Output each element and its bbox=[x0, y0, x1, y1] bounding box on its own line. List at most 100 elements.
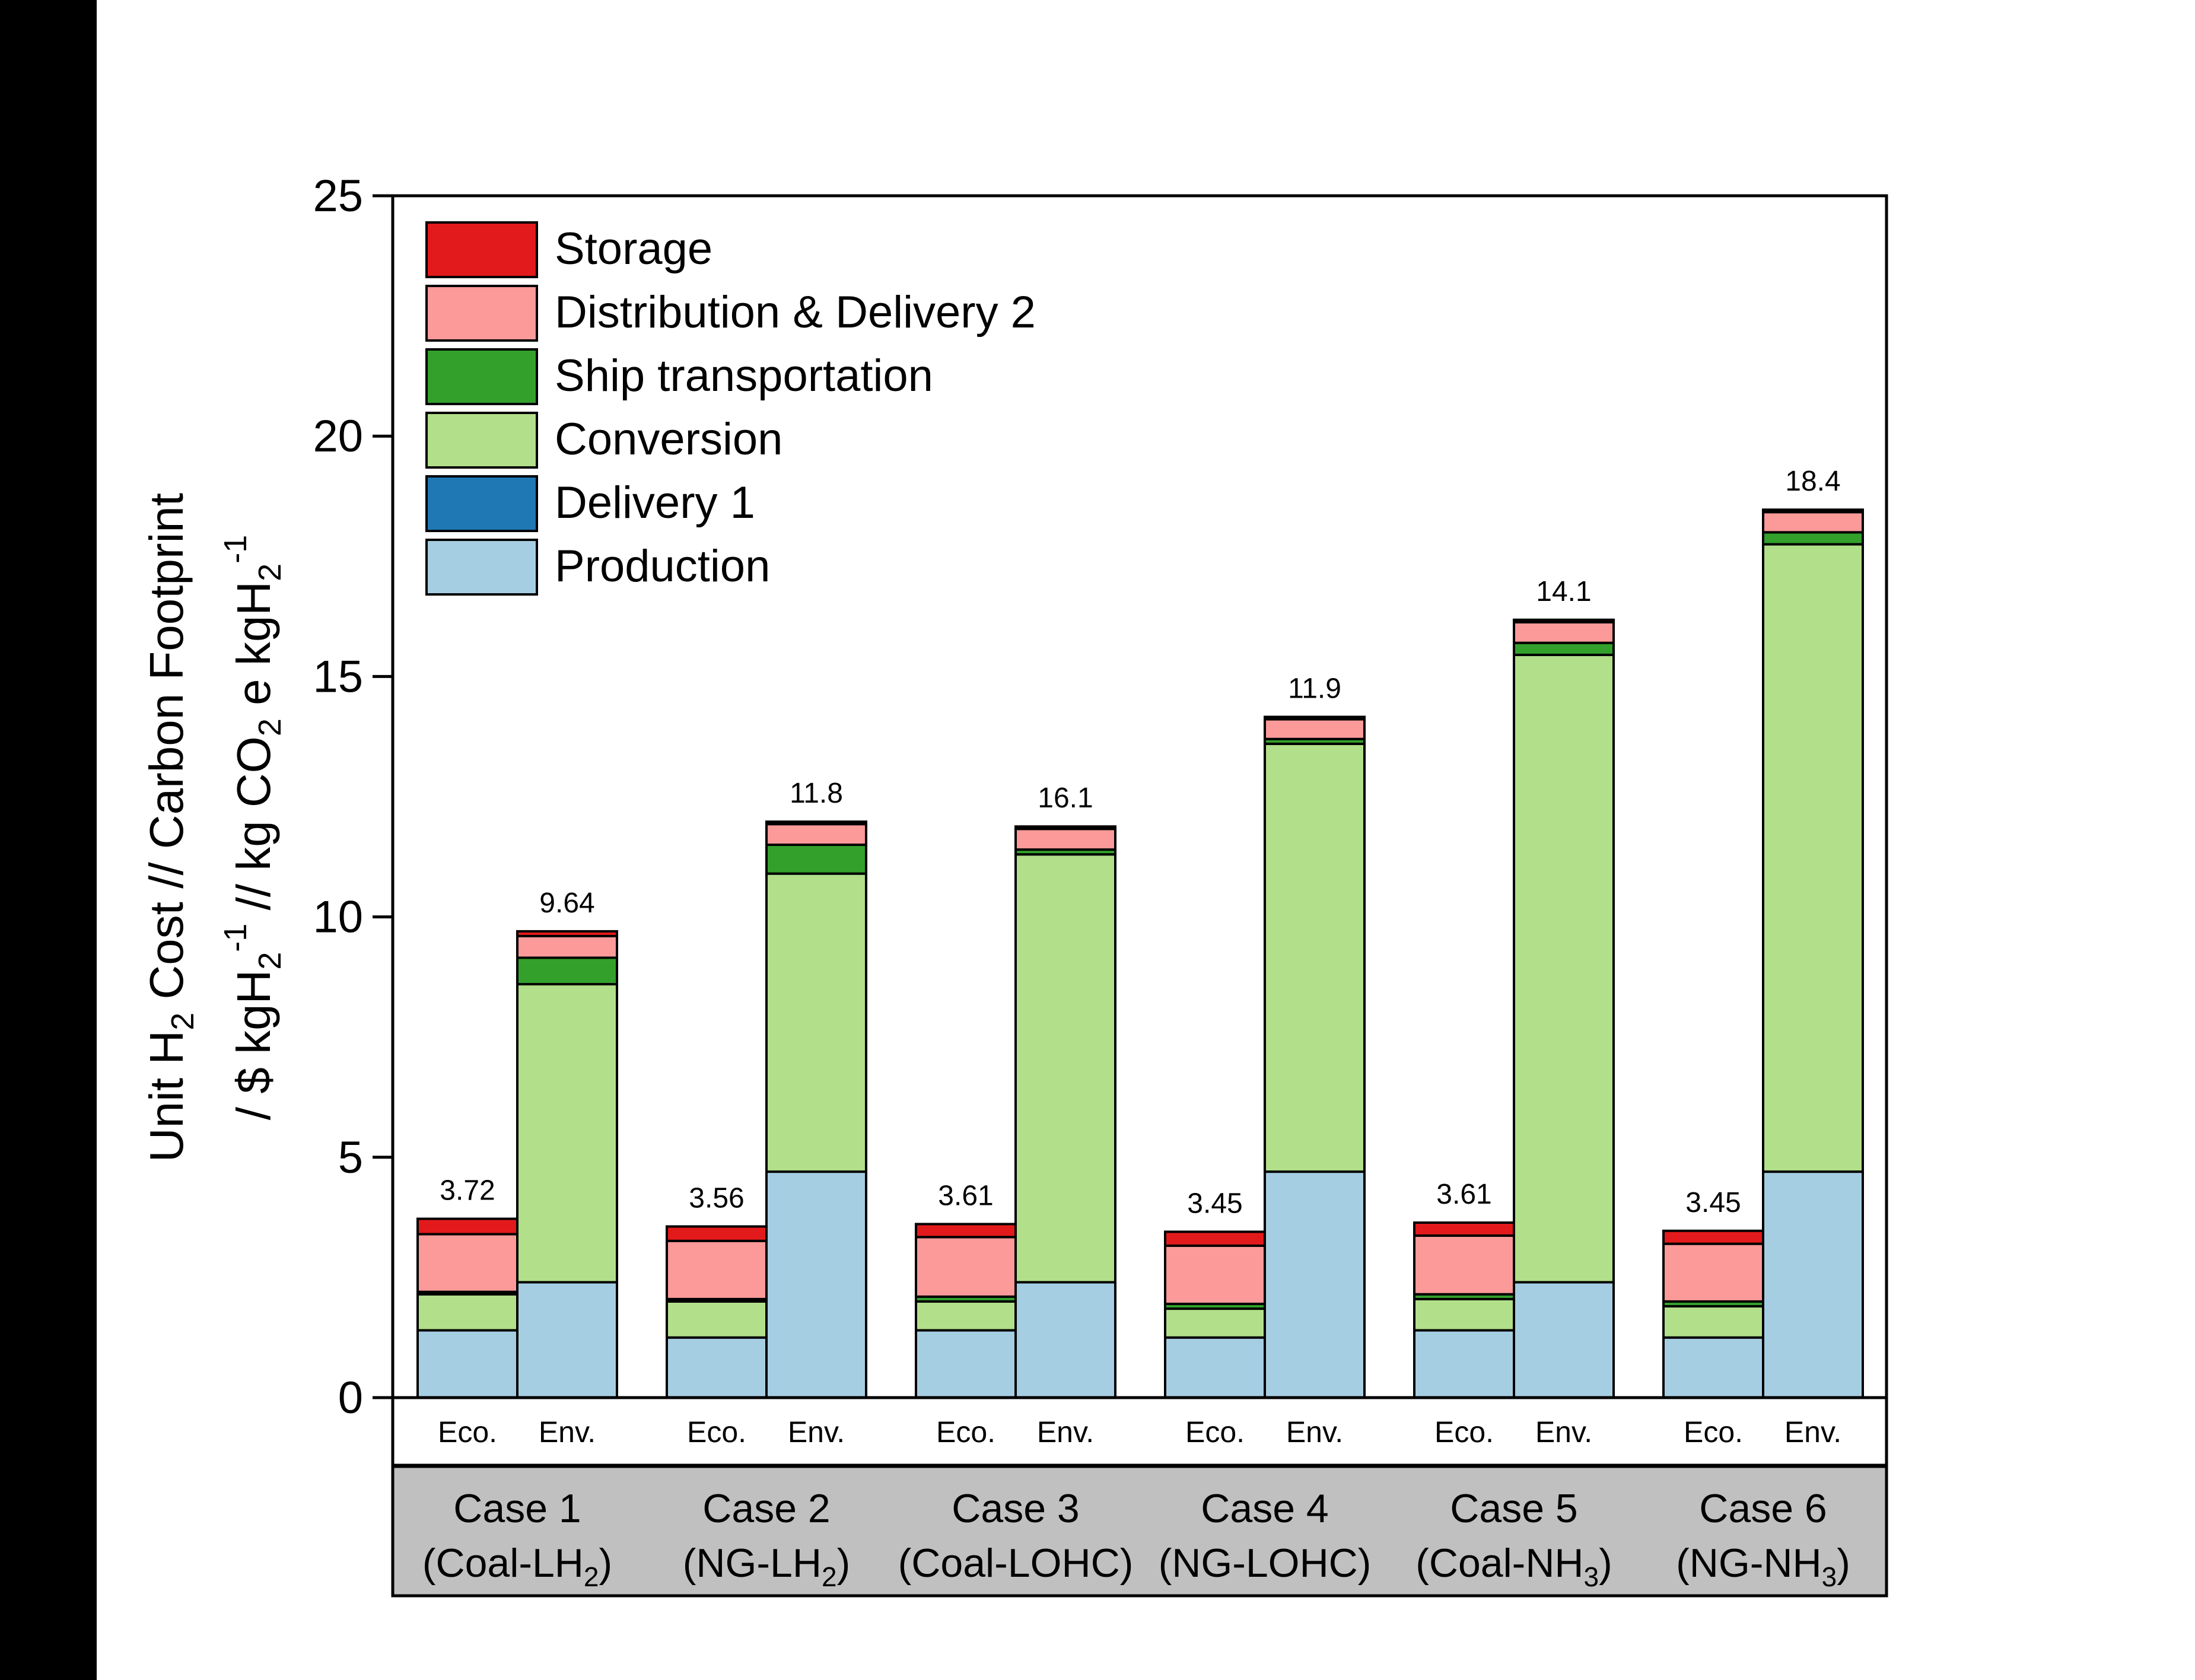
bar-segment-ship-transportation bbox=[516, 956, 618, 986]
bar-segment-storage bbox=[1164, 1230, 1266, 1247]
bar-total-label: 11.8 bbox=[790, 778, 843, 809]
bar-segment-distribution-delivery-2 bbox=[516, 935, 618, 959]
bar-segment-production bbox=[915, 1329, 1017, 1399]
bar-segment-distribution-delivery-2 bbox=[1264, 718, 1366, 740]
bar-segment-production bbox=[1513, 1281, 1615, 1399]
bar-total-label: 3.45 bbox=[1685, 1187, 1741, 1218]
bar-total-label: 9.64 bbox=[539, 887, 594, 919]
legend-label-storage: Storage bbox=[555, 224, 712, 274]
case-sublabel-text: ) bbox=[837, 1541, 851, 1586]
bar-category-label: Eco. bbox=[438, 1415, 497, 1449]
bar-segment-conversion bbox=[915, 1300, 1017, 1332]
bar-segment-distribution-delivery-2 bbox=[915, 1236, 1017, 1298]
bar-segment-distribution-delivery-2 bbox=[1513, 621, 1615, 644]
bar-segment-conversion bbox=[1164, 1307, 1266, 1339]
bar-segment-storage bbox=[1762, 508, 1864, 514]
bar-segment-production bbox=[1014, 1281, 1116, 1399]
case-label: Case 2 bbox=[702, 1486, 830, 1531]
bar-segment-storage bbox=[915, 1223, 1017, 1239]
case-sublabel-text: (NG-LH bbox=[683, 1541, 822, 1586]
bar-segment-conversion bbox=[1264, 742, 1366, 1173]
legend-label-delivery-1: Delivery 1 bbox=[555, 478, 755, 528]
bar-segment-distribution-delivery-2 bbox=[416, 1233, 518, 1293]
bar-total-label: 14.1 bbox=[1536, 576, 1591, 607]
y-tick-label-25: 25 bbox=[313, 171, 363, 221]
case-sublabel: (NG-LOHC) bbox=[1159, 1541, 1372, 1586]
case-sublabel: (Coal-LH2) bbox=[422, 1541, 612, 1592]
bar-segment-conversion bbox=[765, 872, 867, 1173]
y-tick-label-10: 10 bbox=[313, 892, 363, 943]
case-sublabel: (NG-NH3) bbox=[1676, 1541, 1850, 1592]
bar-segment-storage bbox=[416, 1217, 518, 1236]
y-label-subscript: 2 bbox=[252, 564, 288, 581]
bar-segment-conversion bbox=[516, 983, 618, 1284]
bar-segment-distribution-delivery-2 bbox=[765, 823, 867, 847]
bar-segment-ship-transportation bbox=[765, 844, 867, 875]
case-sublabel-text: (NG-NH bbox=[1676, 1541, 1822, 1586]
y-label-subscript: 2 bbox=[252, 718, 288, 736]
bar-segment-distribution-delivery-2 bbox=[1662, 1242, 1764, 1303]
bar-category-label: Env. bbox=[539, 1415, 596, 1449]
legend-swatch-delivery-1 bbox=[425, 475, 538, 532]
bar-segment-production bbox=[1662, 1336, 1764, 1399]
y-tick-label-0: 0 bbox=[338, 1373, 363, 1423]
bar-segment-production bbox=[1762, 1170, 1864, 1399]
bar-segment-storage bbox=[765, 820, 867, 826]
bar-segment-distribution-delivery-2 bbox=[1762, 511, 1864, 534]
bar-category-label: Env. bbox=[1037, 1415, 1094, 1449]
case-sublabel-text: (Coal-LH bbox=[422, 1541, 584, 1586]
bar-segment-production bbox=[1413, 1329, 1515, 1399]
case-label: Case 3 bbox=[952, 1486, 1079, 1531]
legend-swatch-production bbox=[425, 539, 538, 596]
bar-segment-conversion bbox=[416, 1293, 518, 1332]
bar-category-label: Env. bbox=[1784, 1415, 1841, 1449]
bar-segment-ship-transportation bbox=[1513, 641, 1615, 656]
bar-total-label: 3.72 bbox=[440, 1175, 495, 1207]
y-label-text: // kg CO bbox=[227, 736, 280, 924]
legend-swatch-conversion bbox=[425, 412, 538, 469]
bar-segment-storage bbox=[666, 1225, 768, 1242]
case-sublabel-subscript: 2 bbox=[584, 1561, 599, 1592]
bar-category-label: Env. bbox=[1535, 1415, 1592, 1449]
legend-swatch-distribution-delivery-2 bbox=[425, 285, 538, 342]
y-label-subscript: 2 bbox=[252, 952, 288, 970]
case-label: Case 1 bbox=[453, 1486, 581, 1531]
case-sublabel-text: (Coal-LOHC) bbox=[898, 1541, 1134, 1586]
case-sublabel-subscript: 3 bbox=[1584, 1561, 1599, 1592]
bar-segment-production bbox=[1264, 1170, 1366, 1399]
y-tick-label-15: 15 bbox=[313, 651, 363, 702]
case-sublabel: (NG-LH2) bbox=[683, 1541, 850, 1592]
bar-total-label: 3.56 bbox=[689, 1182, 744, 1214]
case-sublabel-text: ) bbox=[599, 1541, 613, 1586]
bar-segment-storage bbox=[1513, 618, 1615, 623]
bar-segment-conversion bbox=[1014, 853, 1116, 1284]
legend-label-ship-transportation: Ship transportation bbox=[555, 351, 933, 401]
bar-total-label: 3.45 bbox=[1187, 1188, 1242, 1219]
case-label-box bbox=[391, 1465, 1888, 1598]
bar-total-label: 3.61 bbox=[1436, 1179, 1491, 1210]
y-axis-label-line2: / $ kgH2-1 // kg CO2 e kgH2-1 bbox=[218, 535, 288, 1120]
bar-segment-storage bbox=[516, 930, 618, 938]
case-label: Case 6 bbox=[1699, 1486, 1827, 1531]
bar-segment-production bbox=[765, 1170, 867, 1399]
bar-segment-distribution-delivery-2 bbox=[1014, 828, 1116, 851]
case-sublabel-subscript: 3 bbox=[1822, 1561, 1837, 1592]
y-label-text: Cost // Carbon Footprint bbox=[140, 493, 193, 1013]
case-sublabel: (Coal-NH3) bbox=[1415, 1541, 1612, 1592]
bar-segment-distribution-delivery-2 bbox=[666, 1239, 768, 1300]
case-sublabel-subscript: 2 bbox=[822, 1561, 837, 1592]
y-label-superscript: -1 bbox=[218, 924, 253, 952]
y-tick-label-20: 20 bbox=[313, 411, 363, 462]
bar-segment-storage bbox=[1014, 825, 1116, 831]
y-label-subscript: 2 bbox=[165, 1013, 201, 1030]
bar-total-label: 3.61 bbox=[938, 1180, 993, 1211]
bar-category-label: Env. bbox=[1286, 1415, 1343, 1449]
bar-segment-production bbox=[516, 1281, 618, 1399]
case-sublabel-text: ) bbox=[1599, 1541, 1612, 1586]
legend-swatch-storage bbox=[425, 221, 538, 278]
legend-label-conversion: Conversion bbox=[555, 414, 782, 464]
bar-total-label: 16.1 bbox=[1038, 782, 1093, 814]
y-label-text: Unit H bbox=[140, 1030, 193, 1162]
bar-segment-storage bbox=[1662, 1229, 1764, 1245]
